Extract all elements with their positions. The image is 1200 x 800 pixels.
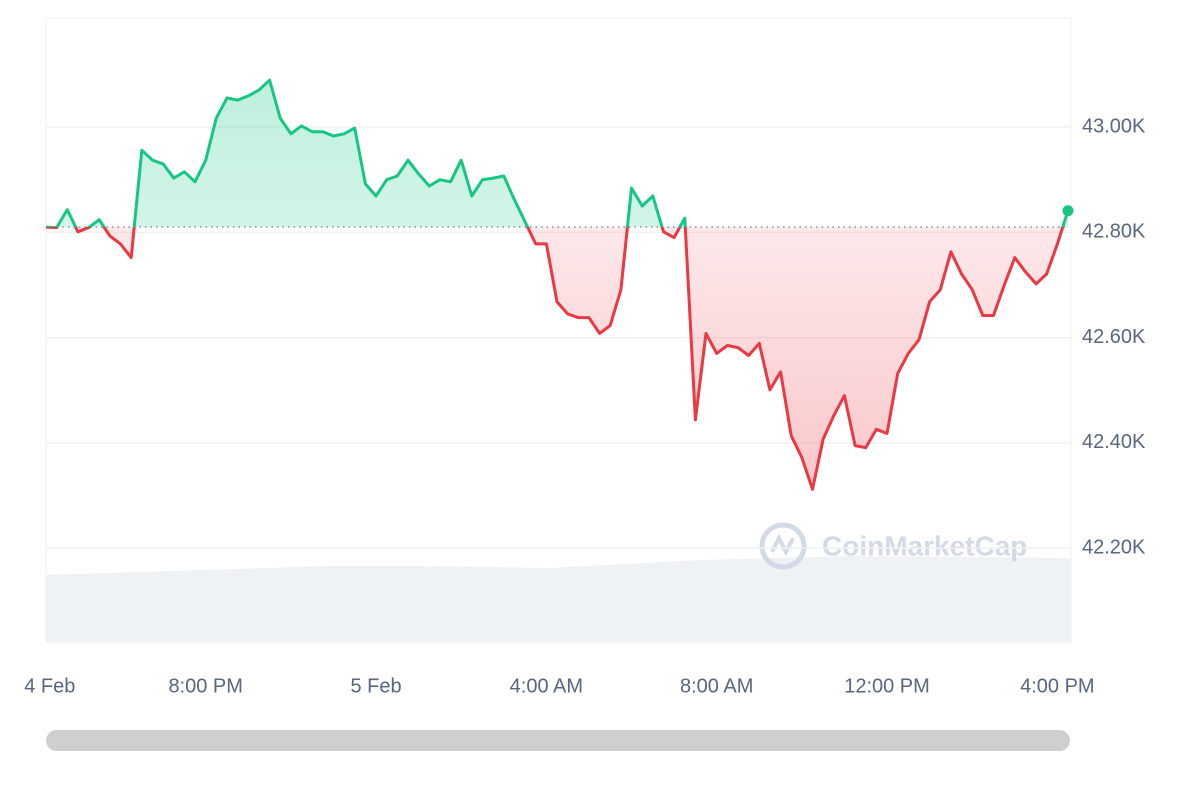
x-tick-label: 4:00 AM [510, 675, 583, 697]
area-below-baseline [46, 227, 1063, 490]
x-tick-label: 5 Feb [350, 675, 401, 697]
price-line-down [45, 227, 1065, 491]
watermark-logo [759, 522, 807, 570]
watermark: CoinMarketCap [759, 522, 1027, 570]
y-tick-label: 42.20K [1082, 537, 1146, 559]
last-price-dot [1062, 205, 1074, 217]
volume-area [46, 556, 1071, 642]
y-tick-label: 42.60K [1082, 326, 1146, 348]
x-tick-label: 8:00 AM [680, 675, 753, 697]
area-above-baseline [46, 80, 1068, 228]
watermark-text: CoinMarketCap [822, 530, 1027, 561]
x-tick-label: 4:00 PM [1020, 675, 1094, 697]
x-tick-label: 4 Feb [24, 675, 75, 697]
x-tick-label: 8:00 PM [168, 675, 242, 697]
watermark-logo-mark [770, 533, 795, 557]
price-line-up [46, 78, 1070, 228]
scrollbar[interactable] [46, 730, 1070, 751]
y-tick-label: 43.00K [1082, 115, 1146, 137]
y-tick-label: 42.40K [1082, 431, 1146, 453]
y-tick-label: 42.80K [1082, 221, 1146, 243]
x-tick-label: 12:00 PM [844, 675, 930, 697]
